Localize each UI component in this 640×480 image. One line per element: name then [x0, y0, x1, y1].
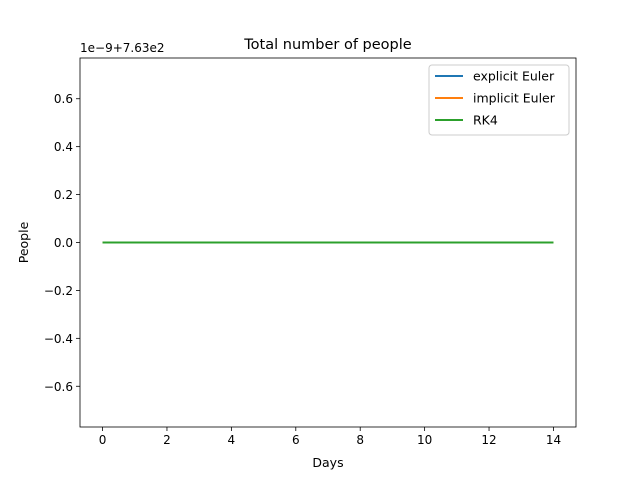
- x-tick-label: 2: [163, 433, 171, 447]
- legend-entry: explicit Euler: [473, 69, 555, 84]
- y-tick-label: −0.2: [44, 284, 73, 298]
- x-tick-label: 0: [99, 433, 107, 447]
- chart-title: Total number of people: [243, 37, 411, 53]
- legend: explicit Euler implicit Euler RK4: [428, 64, 570, 136]
- y-tick-label: 0.4: [54, 140, 73, 154]
- x-tick-label: 8: [356, 433, 364, 447]
- x-tick-label: 10: [417, 433, 432, 447]
- legend-box: [428, 64, 570, 136]
- y-tick-label: 0.0: [54, 236, 73, 250]
- x-tick-label: 12: [481, 433, 496, 447]
- legend-entry: RK4: [473, 113, 498, 128]
- y-tick-label: 0.2: [54, 188, 73, 202]
- x-tick-label: 14: [546, 433, 561, 447]
- y-axis-label: People: [16, 221, 31, 263]
- y-axis: −0.6 −0.4 −0.2 0.0 0.2 0.4 0.6: [44, 92, 80, 394]
- y-axis-offset-label: 1e−9+7.63e2: [80, 41, 165, 55]
- x-tick-label: 6: [292, 433, 300, 447]
- y-tick-label: 0.6: [54, 92, 73, 106]
- y-tick-label: −0.4: [44, 332, 73, 346]
- x-axis-label: Days: [312, 455, 343, 470]
- x-axis: 0 2 4 6 8 10 12 14: [99, 427, 561, 447]
- y-tick-label: −0.6: [44, 380, 73, 394]
- x-tick-label: 4: [228, 433, 236, 447]
- legend-entry: implicit Euler: [473, 91, 556, 106]
